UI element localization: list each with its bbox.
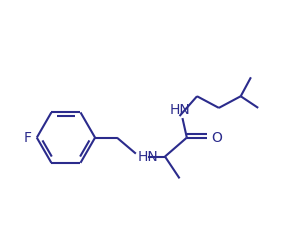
- Text: HN: HN: [137, 150, 158, 164]
- Text: F: F: [24, 131, 32, 145]
- Text: HN: HN: [169, 103, 190, 117]
- Text: O: O: [212, 131, 222, 145]
